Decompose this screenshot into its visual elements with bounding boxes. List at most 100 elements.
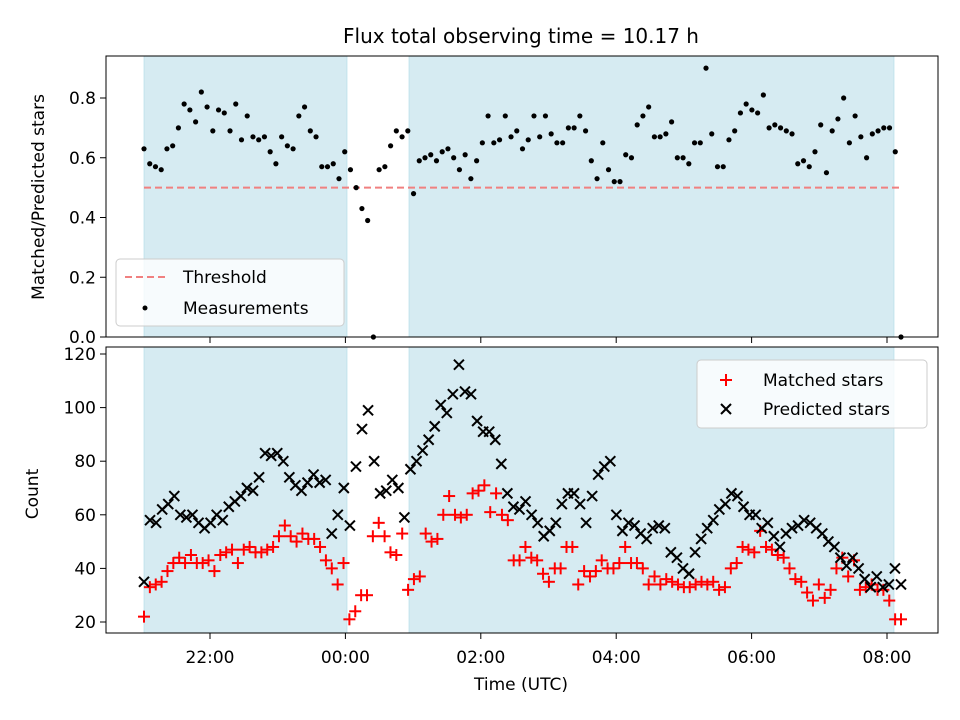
measurement-point xyxy=(261,134,268,140)
matched-point xyxy=(713,583,726,596)
measurement-point xyxy=(565,125,571,131)
matched-point xyxy=(490,487,503,500)
predicted-point xyxy=(568,487,580,500)
predicted-point xyxy=(507,501,520,513)
x-tick-label: 06:00 xyxy=(727,648,776,668)
predicted-point xyxy=(695,533,707,545)
matched-point xyxy=(672,578,685,591)
measurement-point xyxy=(663,131,669,137)
predicted-point xyxy=(737,501,750,513)
predicted-point xyxy=(253,471,265,483)
measurement-point xyxy=(290,146,296,152)
measurement-point xyxy=(405,128,411,134)
measurement-point xyxy=(399,134,405,140)
ratio-legend: Threshold Measurements xyxy=(115,258,345,327)
matched-point xyxy=(818,591,831,604)
matched-point xyxy=(484,506,497,519)
predicted-point xyxy=(217,514,229,526)
matched-point xyxy=(179,557,192,570)
measurement-point xyxy=(594,176,600,182)
measurement-point xyxy=(680,155,686,161)
measurement-point xyxy=(829,128,835,134)
matched-point xyxy=(895,613,907,626)
y-tick-label: 20 xyxy=(74,613,96,633)
measurement-point xyxy=(284,143,290,149)
observing-window-band xyxy=(408,55,895,338)
matched-point xyxy=(525,551,538,564)
legend-matched-label: Matched stars xyxy=(763,371,883,391)
predicted-point xyxy=(259,447,271,459)
predicted-point xyxy=(180,511,193,524)
measurement-point xyxy=(313,134,319,140)
matched-point xyxy=(149,578,162,591)
predicted-point xyxy=(858,573,871,585)
matched-point xyxy=(589,565,602,578)
predicted-point xyxy=(465,388,477,400)
matched-point xyxy=(284,530,297,543)
matched-point xyxy=(226,543,239,556)
predicted-point xyxy=(271,447,283,459)
ratio-y-axis-label: Matched/Predicted stars xyxy=(29,94,49,300)
predicted-point xyxy=(701,522,713,534)
matched-point xyxy=(806,594,819,607)
matched-point xyxy=(460,508,473,521)
measurement-point xyxy=(508,134,514,140)
matched-point xyxy=(138,610,150,623)
measurement-point xyxy=(330,161,336,167)
measurement-point xyxy=(588,158,594,164)
measurement-point xyxy=(686,161,692,167)
matched-point xyxy=(824,583,837,596)
matched-point xyxy=(566,540,579,553)
predicted-point xyxy=(428,420,441,433)
measurement-point xyxy=(445,146,451,152)
measurement-point xyxy=(519,146,526,152)
count-axes-frame xyxy=(105,346,939,634)
count-x-ticks: 22:00 00:00 02:00 04:00 06:00 08:00 xyxy=(186,633,912,668)
measurement-point xyxy=(210,128,216,134)
predicted-point xyxy=(471,415,483,427)
measurement-point xyxy=(783,128,789,134)
matched-point xyxy=(654,578,667,591)
matched-point xyxy=(666,575,679,588)
matched-point xyxy=(642,578,655,591)
measurement-point xyxy=(439,149,445,155)
measurement-point xyxy=(766,125,772,131)
measurement-point xyxy=(691,140,698,146)
count-y-ticks: 20 40 60 80 100 120 xyxy=(64,345,106,633)
measurement-point xyxy=(468,176,474,182)
ratio-axes-frame xyxy=(105,55,939,338)
matched-point xyxy=(454,511,467,524)
predicted-point xyxy=(816,527,828,540)
measurement-point xyxy=(823,170,830,176)
predicted-point xyxy=(410,455,423,467)
predicted-point xyxy=(586,490,598,502)
predicted-point xyxy=(846,551,859,564)
predicted-point xyxy=(556,498,568,510)
x-tick-label: 00:00 xyxy=(321,648,370,668)
measurement-point xyxy=(548,131,554,137)
measurement-point xyxy=(215,107,222,113)
predicted-markers xyxy=(138,359,907,593)
measurement-point xyxy=(525,137,531,143)
measurement-point xyxy=(393,128,399,134)
measurement-point xyxy=(841,95,847,101)
predicted-point xyxy=(392,482,405,494)
matched-point xyxy=(349,605,362,618)
predicted-point xyxy=(774,541,786,553)
y-tick-label: 0.4 xyxy=(69,209,96,229)
predicted-point xyxy=(374,487,386,500)
measurement-point xyxy=(342,149,348,155)
matched-point xyxy=(255,546,268,559)
predicted-point xyxy=(671,551,683,564)
measurement-markers xyxy=(141,65,904,340)
predicted-point xyxy=(441,407,453,419)
predicted-point xyxy=(877,581,889,593)
matched-point xyxy=(161,565,174,578)
predicted-point xyxy=(786,522,798,534)
measurement-point xyxy=(714,164,721,170)
matched-point xyxy=(425,535,438,548)
measurement-point xyxy=(875,128,881,134)
predicted-point xyxy=(871,570,883,583)
predicted-point xyxy=(483,426,495,438)
